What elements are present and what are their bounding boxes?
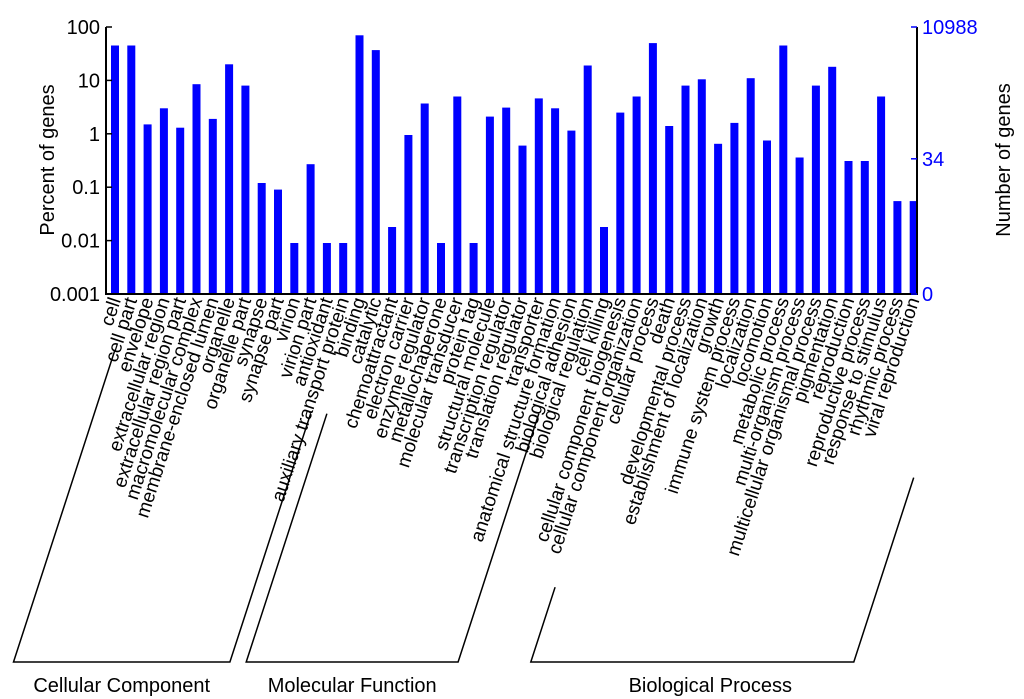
bar-synapse-part <box>274 189 282 294</box>
right-axis-title: Number of genes <box>993 83 1015 236</box>
right-tick-label: 0 <box>922 284 933 306</box>
bar-cellular-component-organization <box>632 96 641 294</box>
group-label-molecular-function: Molecular Function <box>268 675 437 697</box>
left-tick-label: 10 <box>78 70 100 92</box>
group-brackets <box>12 349 915 663</box>
group-label-biological-process: Biological Process <box>629 675 792 697</box>
bar-multicellular-organismal-process <box>811 85 820 294</box>
left-tick-label: 0.01 <box>61 231 100 253</box>
bar-membrane-enclosed-lumen <box>208 118 217 295</box>
bar-auxiliary-transport-protein <box>339 243 348 294</box>
bar-catalytic <box>371 50 380 294</box>
bar-death <box>665 126 674 294</box>
bar-enzyme-regulator <box>420 103 429 294</box>
bar-locomotion <box>763 140 771 294</box>
bar-localization <box>746 78 755 294</box>
bar-reproductive-process <box>860 161 869 294</box>
bar-cell-killing <box>600 227 608 294</box>
group-bracket-0 <box>12 349 312 663</box>
group-bracket-2 <box>529 477 915 663</box>
bars-group <box>111 35 918 295</box>
bar-chemoattractant <box>388 227 397 294</box>
group-label-cellular-component: Cellular Component <box>33 675 210 697</box>
left-axis-title: Percent of genes <box>37 84 59 235</box>
bar-cell <box>111 45 119 294</box>
bar-anatomical-structure-formation <box>551 108 560 294</box>
bar-protein-tag <box>469 243 478 294</box>
bar-antioxidant <box>322 243 331 294</box>
bar-cellular-component-biogenesis <box>616 112 625 294</box>
plot-frame <box>105 27 918 295</box>
plot-area: 100 10 1 0.1 0.01 0.001 10988 34 0 <box>50 17 978 306</box>
bar-multi-organism-process <box>795 157 804 294</box>
bar-metallochaperone <box>437 243 445 294</box>
group-bracket-1 <box>245 413 540 663</box>
bar-virion-part <box>306 164 315 294</box>
bar-rhythmic-process <box>893 201 902 294</box>
bar-virion <box>290 243 299 294</box>
bar-pigmentation <box>828 66 837 294</box>
bar-response-to-stimulus <box>877 96 886 294</box>
bar-cellular-process <box>648 43 657 294</box>
bar-metabolic-process <box>779 45 788 294</box>
bar-biological-regulation <box>583 65 592 294</box>
left-axis: 100 10 1 0.1 0.01 0.001 <box>50 17 112 306</box>
right-tick-label: 10988 <box>922 17 978 39</box>
bar-electron-carrier <box>404 135 413 294</box>
bar-viral-reproduction <box>909 201 918 294</box>
bar-biological-adhesion <box>567 130 576 294</box>
bar-envelope <box>143 124 152 295</box>
right-tick-label: 34 <box>922 149 944 171</box>
left-tick-label: 100 <box>67 17 100 39</box>
bar-organelle-part <box>241 85 250 294</box>
bar-cell-part <box>127 45 136 294</box>
bar-transporter <box>534 98 543 295</box>
bar-extracellular-region <box>159 108 168 294</box>
group-labels: Cellular Component Molecular Function Biol… <box>33 675 792 697</box>
bar-binding <box>355 35 364 295</box>
left-tick-label: 0.1 <box>72 177 100 199</box>
bar-synapse <box>257 183 266 294</box>
bar-transcription-regulator <box>502 107 511 294</box>
bar-molecular-transducer <box>453 96 462 294</box>
bar-growth <box>714 143 723 294</box>
bar-organelle <box>225 64 234 294</box>
bar-translation-regulator <box>518 145 527 294</box>
bar-macromolecular-complex <box>192 84 201 294</box>
bar-establishment-of-localization <box>697 79 706 294</box>
left-tick-label: 1 <box>89 124 100 146</box>
bar-immune-system-process <box>730 122 739 295</box>
bar-developmental-process <box>681 85 690 294</box>
bar-extracellular-region-part <box>176 127 185 294</box>
right-axis: 10988 34 0 <box>911 17 978 306</box>
left-tick-label: 0.001 <box>50 284 100 306</box>
bar-reproduction <box>844 161 853 294</box>
bar-structural-molecule <box>485 116 494 294</box>
